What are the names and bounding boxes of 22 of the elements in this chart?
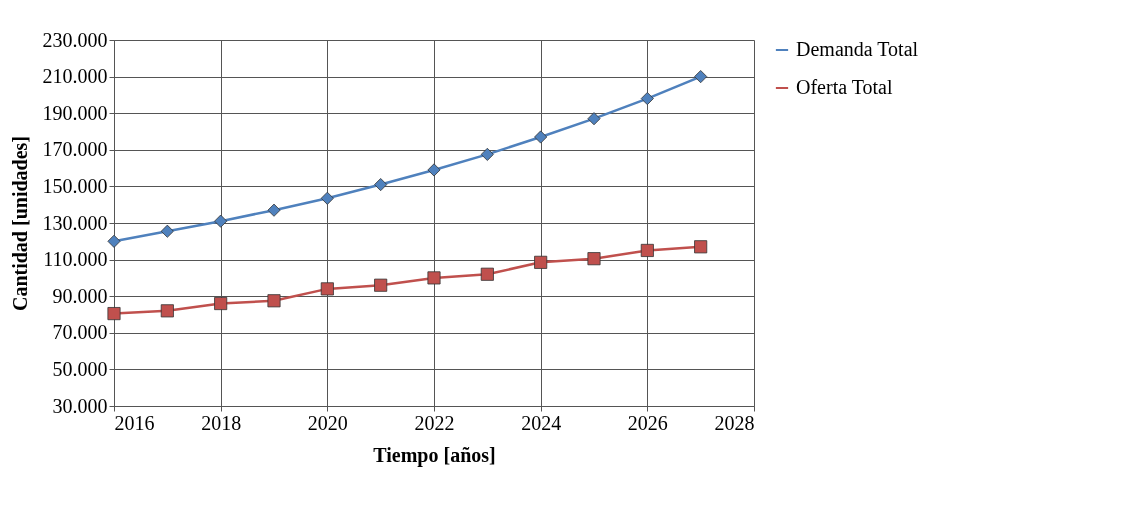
- y-tick-label: 230.000: [42, 28, 108, 51]
- x-tick-label: 2026: [627, 411, 668, 434]
- y-tick-label: 70.000: [52, 321, 108, 344]
- y-tick-label: 130.000: [42, 211, 108, 234]
- legend-label: Oferta Total: [796, 76, 893, 98]
- y-tick-label: 110.000: [43, 248, 108, 271]
- x-axis-title: Tiempo [años]: [373, 443, 496, 467]
- x-tick-label: 2028: [714, 411, 755, 434]
- x-tick-label: 2016: [114, 411, 155, 434]
- y-tick-label: 150.000: [42, 174, 108, 197]
- y-tick-label: 90.000: [52, 284, 108, 307]
- y-tick-label: 210.000: [42, 65, 108, 88]
- x-tick-label: 2018: [201, 411, 242, 434]
- y-tick-label: 170.000: [42, 138, 108, 161]
- y-axis-title: Cantidad [unidades]: [8, 135, 31, 312]
- y-tick-label: 30.000: [52, 394, 108, 417]
- x-tick-label: 2022: [414, 411, 455, 434]
- x-tick-label: 2024: [521, 411, 562, 434]
- x-tick-label: 2020: [307, 411, 348, 434]
- legend-label: Demanda Total: [796, 38, 919, 60]
- y-tick-label: 50.000: [52, 357, 108, 380]
- y-tick-label: 190.000: [42, 101, 108, 124]
